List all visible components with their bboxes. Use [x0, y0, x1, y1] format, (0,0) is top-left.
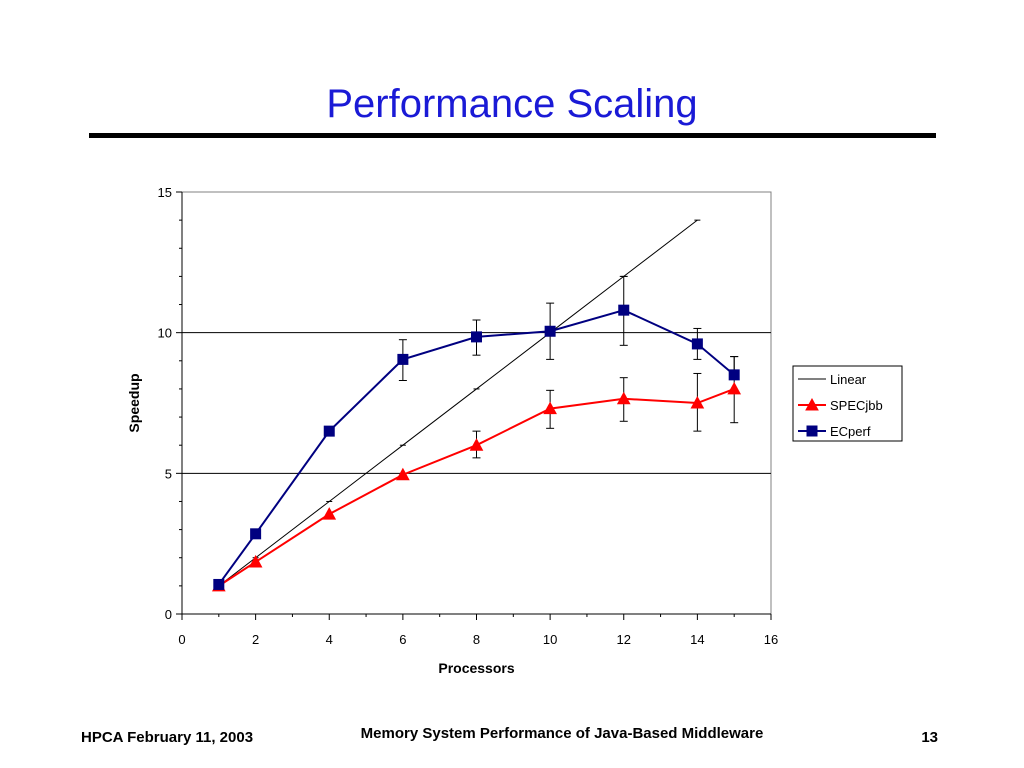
x-tick-label: 12 [617, 632, 631, 647]
ecperf-point [213, 578, 225, 590]
y-tick-label: 0 [165, 607, 172, 622]
ecperf-point [618, 304, 630, 316]
x-tick-label: 6 [399, 632, 406, 647]
x-tick-label: 16 [764, 632, 778, 647]
x-tick-label: 2 [252, 632, 259, 647]
specjbb-series-line [218, 387, 735, 587]
ecperf-point [691, 338, 703, 350]
x-tick-label: 14 [690, 632, 704, 647]
legend-ecperf-label: ECperf [830, 424, 871, 439]
specjbb-point [469, 438, 484, 451]
x-axis-label: Processors [438, 660, 514, 676]
legend-linear-label: Linear [830, 372, 867, 387]
ecperf-point [397, 353, 409, 365]
ecperf-point [471, 331, 482, 343]
x-tick-label: 0 [178, 632, 185, 647]
footer-conference-date: HPCA February 11, 2003 [81, 729, 254, 746]
specjbb-point [543, 401, 557, 415]
specjbb-point [727, 381, 742, 395]
slide-title: Performance Scaling [326, 82, 698, 126]
ecperf-point [544, 325, 556, 337]
footer-presentation-title: Memory System Performance of Java-Based … [360, 725, 764, 742]
x-tick-label: 8 [473, 632, 480, 647]
legend-specjbb-marker [805, 397, 819, 411]
slide-number: 13 [921, 729, 938, 746]
specjbb-point [690, 395, 705, 409]
y-axis-label: Speedup [126, 373, 142, 432]
legend-specjbb-label: SPECjbb [830, 398, 883, 413]
specjbb-point [322, 507, 337, 520]
specjbb-point [248, 554, 263, 568]
ecperf-point [728, 369, 740, 381]
specjbb-point [396, 467, 410, 481]
linear-series-line [218, 219, 698, 587]
ecperf-point [250, 528, 262, 540]
legend-ecperf-marker [806, 425, 818, 437]
ecperf-point [323, 425, 335, 437]
title-underline [89, 133, 936, 138]
x-tick-label: 10 [543, 632, 557, 647]
y-tick-label: 10 [158, 326, 172, 341]
y-tick-label: 15 [158, 185, 172, 200]
x-tick-label: 4 [326, 632, 333, 647]
y-tick-label: 5 [165, 466, 172, 481]
specjbb-point [616, 391, 631, 405]
